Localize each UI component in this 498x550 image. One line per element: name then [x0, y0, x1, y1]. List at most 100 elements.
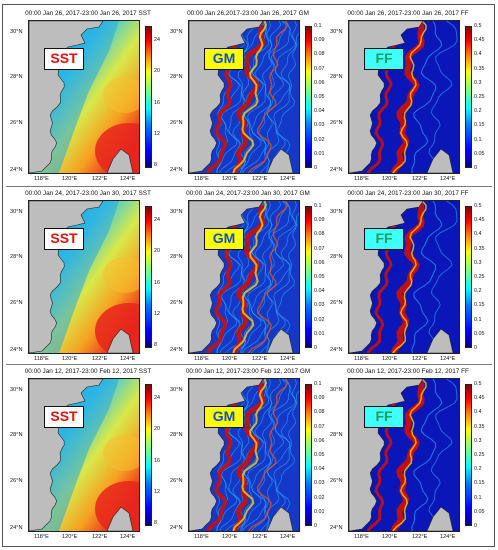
ff-map [348, 200, 460, 354]
sst-label-box: SST [44, 48, 84, 70]
front-band [411, 379, 443, 531]
colorbar-tick-label: 0.2 [474, 466, 482, 473]
longitude-tick-label: 122°E [252, 356, 268, 362]
gm-panel: 00:00 Jan 26,2017-23:00 Jan 26, 2017 GM 3… [168, 10, 328, 190]
colorbar-tick-label: 16 [154, 279, 160, 286]
row-divider [6, 186, 492, 187]
ff-panel: 00:00 Jan 24, 2017-23:00 Jan 30, 2017 FF… [328, 190, 488, 370]
longitude-tick-label: 122°E [92, 176, 108, 182]
colorbar-tick-label: 24 [154, 37, 160, 44]
front-band [219, 201, 255, 353]
ff-colorbar [465, 26, 472, 168]
colorbar-tick-label: 0.45 [474, 217, 485, 224]
colorbar-tick-label: 16 [154, 99, 160, 106]
longitude-tick-label: 118°E [194, 534, 209, 540]
colorbar-tick-label: 0.15 [474, 122, 485, 129]
sst-label-box: SST [44, 406, 84, 428]
colorbar-tick-label: 0.5 [474, 23, 482, 29]
front-band [411, 201, 443, 353]
colorbar-tick-label: 0.25 [474, 274, 485, 280]
ff-field [349, 379, 459, 531]
latitude-tick-label: 24°N [170, 525, 183, 531]
latitude-tick-label: 26°N [10, 300, 23, 306]
taiwan-island [426, 148, 454, 173]
colorbar-tick-label: 8 [154, 342, 157, 349]
colorbar-tick-label: 12 [154, 488, 160, 495]
colorbar-tick-label: 20 [154, 68, 160, 75]
sst-field [29, 21, 139, 173]
warm-tongue [103, 77, 139, 113]
longitude-tick-label: 120°E [222, 176, 238, 182]
front-band [411, 21, 443, 173]
colorbar-tick-label: 0.08 [314, 409, 325, 416]
colorbar-tick-label: 0.05 [314, 274, 325, 280]
latitude-tick-label: 26°N [330, 478, 343, 484]
latitude-tick-label: 24°N [330, 525, 343, 531]
front-band [428, 379, 458, 531]
latitude-tick-label: 28°N [170, 432, 183, 438]
longitude-tick-label: 122°E [92, 356, 108, 362]
gm-field [189, 379, 299, 531]
colorbar-tick-label: 0.1 [474, 494, 482, 501]
colorbar-tick-label: 8 [154, 520, 157, 527]
front-band [247, 379, 289, 531]
longitude-tick-label: 122°E [92, 534, 108, 540]
gm-label-box: GM [204, 48, 244, 70]
taiwan-island [266, 148, 294, 173]
sst-field [29, 379, 139, 531]
colorbar-tick-label: 0.1 [474, 316, 482, 323]
longitude-tick-label: 124°E [280, 356, 296, 362]
longitude-tick-label: 118°E [354, 356, 369, 362]
colorbar-tick-label: 0.1 [314, 23, 322, 29]
colorbar-tick-label: 0.02 [314, 494, 325, 501]
colorbar-tick-label: 0.07 [314, 423, 325, 430]
gm-field [189, 201, 299, 353]
colorbar-tick-label: 0.08 [314, 51, 325, 58]
colorbar-tick-label: 0 [474, 523, 477, 529]
colorbar-tick-label: 0.35 [474, 65, 485, 72]
latitude-tick-label: 24°N [10, 525, 23, 531]
sst-colorbar [145, 26, 152, 168]
colorbar-tick-label: 12 [154, 310, 160, 317]
front-band [232, 21, 267, 173]
colorbar-tick-label: 8 [154, 162, 157, 169]
taiwan-island [106, 328, 134, 353]
warm-tongue [103, 257, 139, 293]
colorbar-tick-label: 0 [314, 345, 317, 351]
taiwan-island [106, 148, 134, 173]
latitude-tick-label: 28°N [330, 432, 343, 438]
colorbar-tick-label: 0.1 [314, 381, 322, 387]
latitude-tick-label: 30°N [330, 29, 343, 35]
colorbar-tick-label: 0.03 [314, 480, 325, 487]
front-band [266, 379, 296, 531]
panel-title: 00:00 Jan 26, 2017-23:00 Jan 26, 2017 FF [347, 10, 469, 17]
front-band [232, 201, 267, 353]
latitude-tick-label: 30°N [10, 29, 23, 35]
ff-label-box: FF [364, 406, 404, 428]
taiwan-island [426, 328, 454, 353]
colorbar-tick-label: 24 [154, 217, 160, 224]
longitude-tick-label: 120°E [382, 534, 398, 540]
front-band [219, 379, 255, 531]
sst-label-box: SST [44, 228, 84, 250]
longitude-tick-label: 120°E [62, 356, 78, 362]
colorbar-tick-label: 0.1 [314, 203, 322, 209]
colorbar-tick-label: 0.5 [474, 381, 482, 387]
colorbar-tick-label: 20 [154, 248, 160, 255]
panel-title: 00:00 Jan 12, 2017-23:00 Feb 12, 2017 FF [347, 368, 469, 375]
colorbar-tick-label: 0.15 [474, 480, 485, 487]
front-band [392, 379, 427, 531]
taiwan-island [426, 506, 454, 531]
gm-map [188, 20, 300, 174]
sst-map [28, 200, 140, 354]
ff-colorbar [465, 206, 472, 348]
longitude-tick-label: 124°E [120, 176, 136, 182]
latitude-tick-label: 24°N [10, 347, 23, 353]
longitude-tick-label: 124°E [440, 176, 456, 182]
longitude-tick-label: 120°E [62, 534, 78, 540]
longitude-tick-label: 118°E [194, 356, 209, 362]
colorbar-tick-label: 0.04 [314, 466, 325, 473]
longitude-tick-label: 124°E [120, 534, 136, 540]
latitude-tick-label: 30°N [10, 209, 23, 215]
front-band [392, 201, 427, 353]
